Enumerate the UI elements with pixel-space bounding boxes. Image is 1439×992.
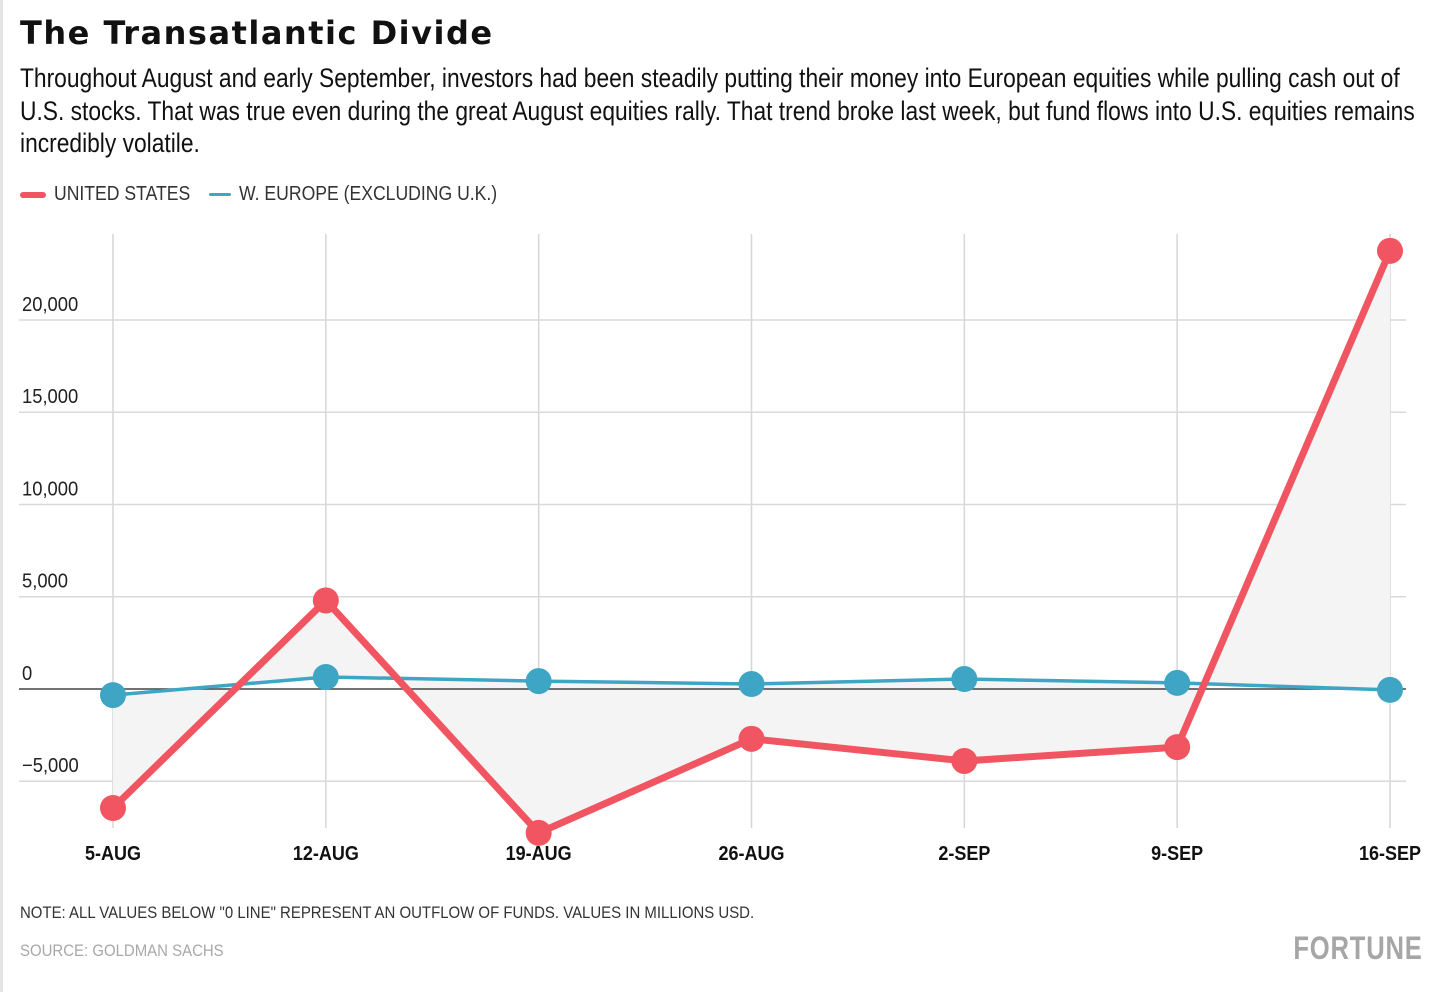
fill-between-area	[113, 250, 1390, 833]
y-axis-labels: −5,000 0 5,000 10,000 15,000 20,000	[22, 294, 79, 777]
data-point-w-europe	[951, 666, 978, 693]
fortune-logo: FORTUNE	[1293, 930, 1423, 966]
y-tick-label: 10,000	[22, 479, 78, 501]
y-tick-label: 15,000	[22, 387, 78, 409]
data-point-united-states	[1164, 734, 1191, 761]
data-point-w-europe	[1164, 669, 1191, 696]
chart-title: The Transatlantic Divide	[20, 14, 494, 52]
legend-label-united-states: UNITED STATES	[54, 183, 191, 205]
fill-between-area-polygon	[113, 250, 1390, 833]
x-axis-labels: 5-AUG 12-AUG 19-AUG 26-AUG 2-SEP 9-SEP 16-SEP	[85, 843, 1421, 865]
legend-swatch-united-states	[20, 191, 46, 198]
x-tick-label: 16-SEP	[1359, 843, 1421, 865]
x-tick-label: 9-SEP	[1151, 843, 1203, 865]
data-point-united-states	[312, 587, 339, 614]
x-tick-label: 26-AUG	[719, 843, 785, 865]
data-point-united-states	[100, 795, 126, 822]
chart-subtitle: Throughout August and early September, i…	[20, 63, 1415, 158]
y-tick-label: −5,000	[22, 756, 79, 778]
legend-item-united-states: UNITED STATES	[20, 183, 209, 206]
source-credit: SOURCE: GOLDMAN SACHS	[20, 941, 224, 960]
horizontal-gridlines	[19, 319, 1406, 782]
data-point-united-states	[1377, 237, 1403, 264]
series-points	[100, 237, 1403, 846]
x-tick-label: 12-AUG	[293, 843, 359, 865]
y-tick-label: 20,000	[22, 294, 78, 316]
legend-item-w-europe: W. EUROPE (EXCLUDING U.K.)	[208, 183, 532, 206]
y-tick-label: 0	[22, 663, 32, 685]
data-point-w-europe	[525, 668, 552, 695]
x-tick-label: 2-SEP	[938, 843, 990, 865]
x-tick-label: 19-AUG	[506, 843, 572, 865]
x-tick-label: 5-AUG	[85, 843, 141, 865]
y-tick-label: 5,000	[22, 571, 68, 593]
data-point-w-europe	[312, 664, 339, 691]
footnote: NOTE: ALL VALUES BELOW "0 LINE" REPRESEN…	[20, 903, 755, 922]
legend: UNITED STATES W. EUROPE (EXCLUDING U.K.)	[20, 183, 546, 206]
data-point-united-states	[525, 819, 552, 846]
legend-label-w-europe: W. EUROPE (EXCLUDING U.K.)	[238, 183, 497, 205]
data-point-united-states	[738, 725, 765, 752]
left-border	[0, 0, 3, 992]
data-point-w-europe	[1377, 676, 1403, 703]
data-point-w-europe	[738, 671, 765, 698]
data-point-united-states	[951, 747, 978, 774]
data-point-w-europe	[100, 682, 126, 709]
legend-swatch-w-europe	[208, 193, 231, 196]
